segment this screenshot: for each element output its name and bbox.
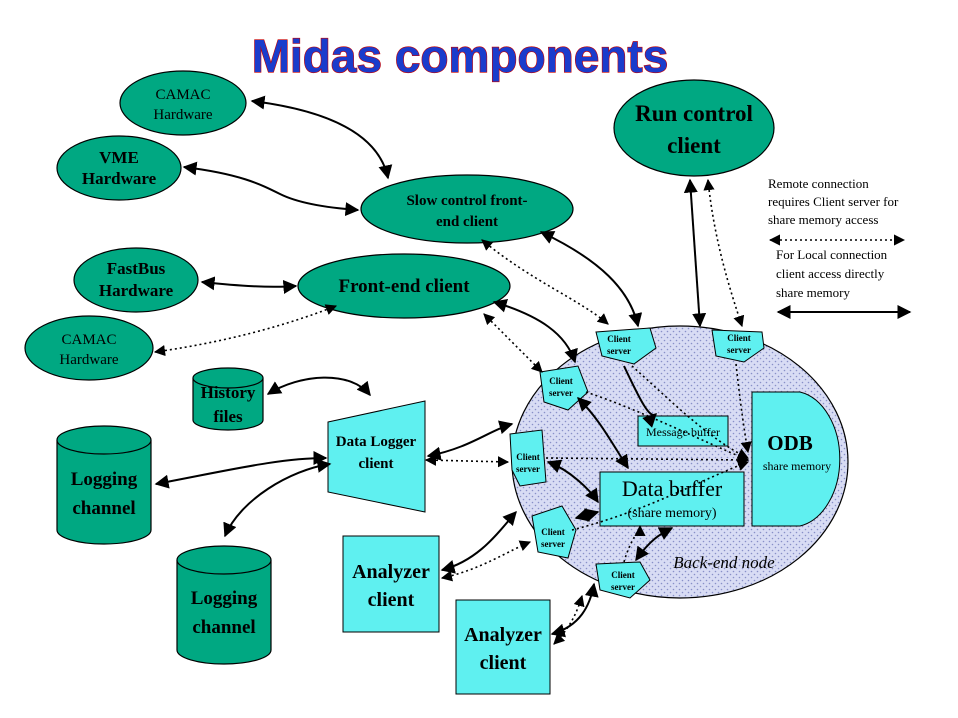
client-server-2: Client server: [711, 329, 765, 363]
node-label: Slow control front-: [406, 193, 527, 209]
node-label: Logging: [71, 469, 138, 490]
message-buffer-label: Message buffer: [646, 425, 720, 439]
node-label: client: [368, 589, 415, 611]
vme-hardware-node: VME Hardware: [56, 135, 182, 201]
client-server-label: server: [549, 388, 573, 398]
node-label: History: [201, 383, 256, 402]
run-control-client-node: Run control client: [613, 79, 775, 177]
client-server-3: Client server: [539, 365, 589, 411]
client-server-label: Client: [516, 452, 540, 462]
diagram-title: Midas components: [252, 30, 669, 82]
client-server-5: Client server: [531, 505, 577, 559]
analyzer-client-node-2: Analyzer client: [455, 599, 551, 695]
logging-channel-storage-2: Logging channel: [176, 545, 272, 665]
legend-local-text: For Local connection: [776, 247, 888, 262]
legend-local-text: client access directly: [776, 266, 885, 281]
node-label: Analyzer: [464, 624, 542, 646]
client-server-label: server: [607, 346, 631, 356]
node-label: Hardware: [59, 352, 118, 368]
logging-channel-storage-1: Logging channel: [56, 425, 152, 545]
client-server-label: Client: [611, 570, 635, 580]
node-label: client: [480, 652, 527, 674]
legend-remote-text: share memory access: [768, 212, 878, 227]
data-buffer-sublabel: (share memory): [627, 506, 716, 521]
node-label: Analyzer: [352, 561, 430, 583]
message-buffer: Message buffer: [637, 415, 729, 447]
legend-remote-text: requires Client server for: [768, 194, 899, 209]
data-logger-client-node: Data Logger client: [327, 400, 426, 513]
legend-remote-text: Remote connection: [768, 176, 869, 191]
fastbus-hardware-node: FastBus Hardware: [73, 247, 199, 313]
camac-hardware-node-2: CAMAC Hardware: [24, 315, 154, 381]
node-label: Hardware: [82, 169, 157, 188]
client-server-label: Client: [727, 333, 751, 343]
client-server-1: Client server: [595, 327, 657, 365]
client-server-label: server: [541, 539, 565, 549]
node-label: client: [667, 133, 721, 158]
legend: Remote connection requires Client server…: [768, 176, 912, 319]
legend-local-text: share memory: [776, 285, 851, 300]
odb-label: ODB: [767, 431, 813, 455]
camac-hardware-node-1: CAMAC Hardware: [119, 70, 247, 136]
client-server-4: Client server: [509, 429, 547, 487]
backend-node-label: Back-end node: [673, 553, 775, 572]
data-buffer: Data buffer (share memory): [599, 471, 745, 527]
node-label: Run control: [635, 101, 753, 126]
client-server-label: server: [611, 582, 635, 592]
client-server-label: server: [516, 464, 540, 474]
odb-sublabel: share memory: [763, 459, 831, 473]
client-server-6: Client server: [595, 561, 651, 599]
node-label: CAMAC: [155, 87, 210, 103]
node-label: Logging: [191, 588, 258, 609]
odb-node: ODB share memory: [751, 391, 841, 527]
node-label: channel: [192, 617, 255, 638]
node-label: channel: [72, 498, 135, 519]
slow-control-client-node: Slow control front- end client: [360, 174, 574, 244]
remote-connections: [153, 178, 752, 645]
node-label: Hardware: [99, 281, 174, 300]
client-server-label: Client: [549, 376, 573, 386]
node-label: files: [213, 407, 243, 426]
history-files-storage: History files: [192, 367, 264, 431]
node-label: Hardware: [153, 107, 212, 123]
client-server-label: server: [727, 345, 751, 355]
analyzer-client-node-1: Analyzer client: [342, 535, 440, 633]
node-label: client: [359, 456, 394, 472]
client-server-label: Client: [607, 334, 631, 344]
node-label: Data Logger: [336, 434, 417, 450]
node-label: CAMAC: [61, 332, 116, 348]
node-label: FastBus: [107, 259, 166, 278]
node-label: Front-end client: [338, 276, 470, 297]
data-buffer-label: Data buffer: [622, 476, 723, 501]
frontend-client-node: Front-end client: [297, 253, 511, 319]
node-label: VME: [99, 148, 139, 167]
node-label: end client: [436, 214, 498, 230]
client-server-label: Client: [541, 527, 565, 537]
